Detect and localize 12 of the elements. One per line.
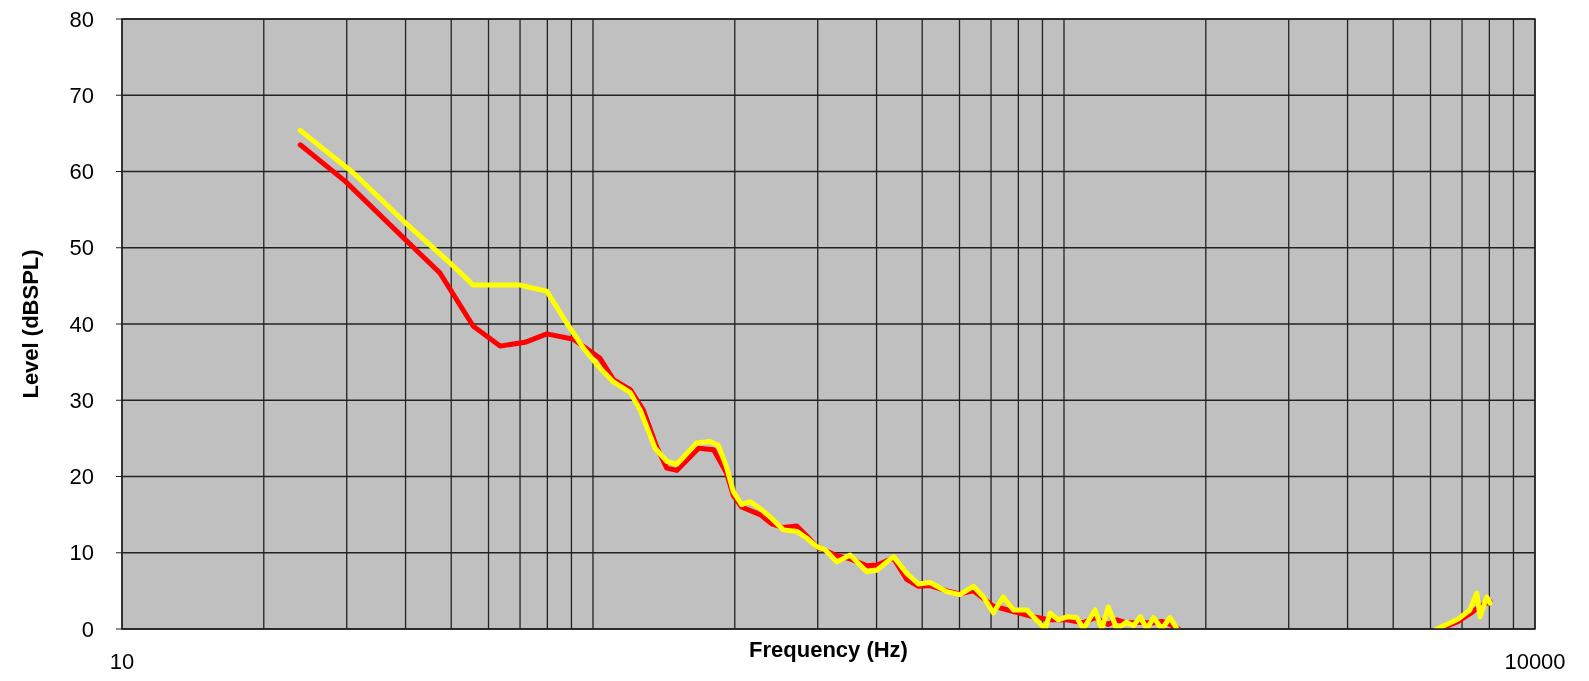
y-tick-label: 0 xyxy=(81,616,94,642)
y-tick-label: 80 xyxy=(69,6,94,32)
x-axis-title: Frequency (Hz) xyxy=(749,637,908,662)
y-tick-label: 40 xyxy=(69,311,94,337)
y-axis-title: Level (dBSPL) xyxy=(18,249,43,399)
y-tick-label: 50 xyxy=(69,235,94,261)
y-tick-label: 10 xyxy=(69,540,94,566)
y-tick-label: 30 xyxy=(69,387,94,413)
y-tick-label: 70 xyxy=(69,82,94,108)
y-tick-label: 20 xyxy=(69,464,94,490)
x-tick-label: 10000 xyxy=(1504,649,1566,674)
y-tick-label: 60 xyxy=(69,159,94,185)
